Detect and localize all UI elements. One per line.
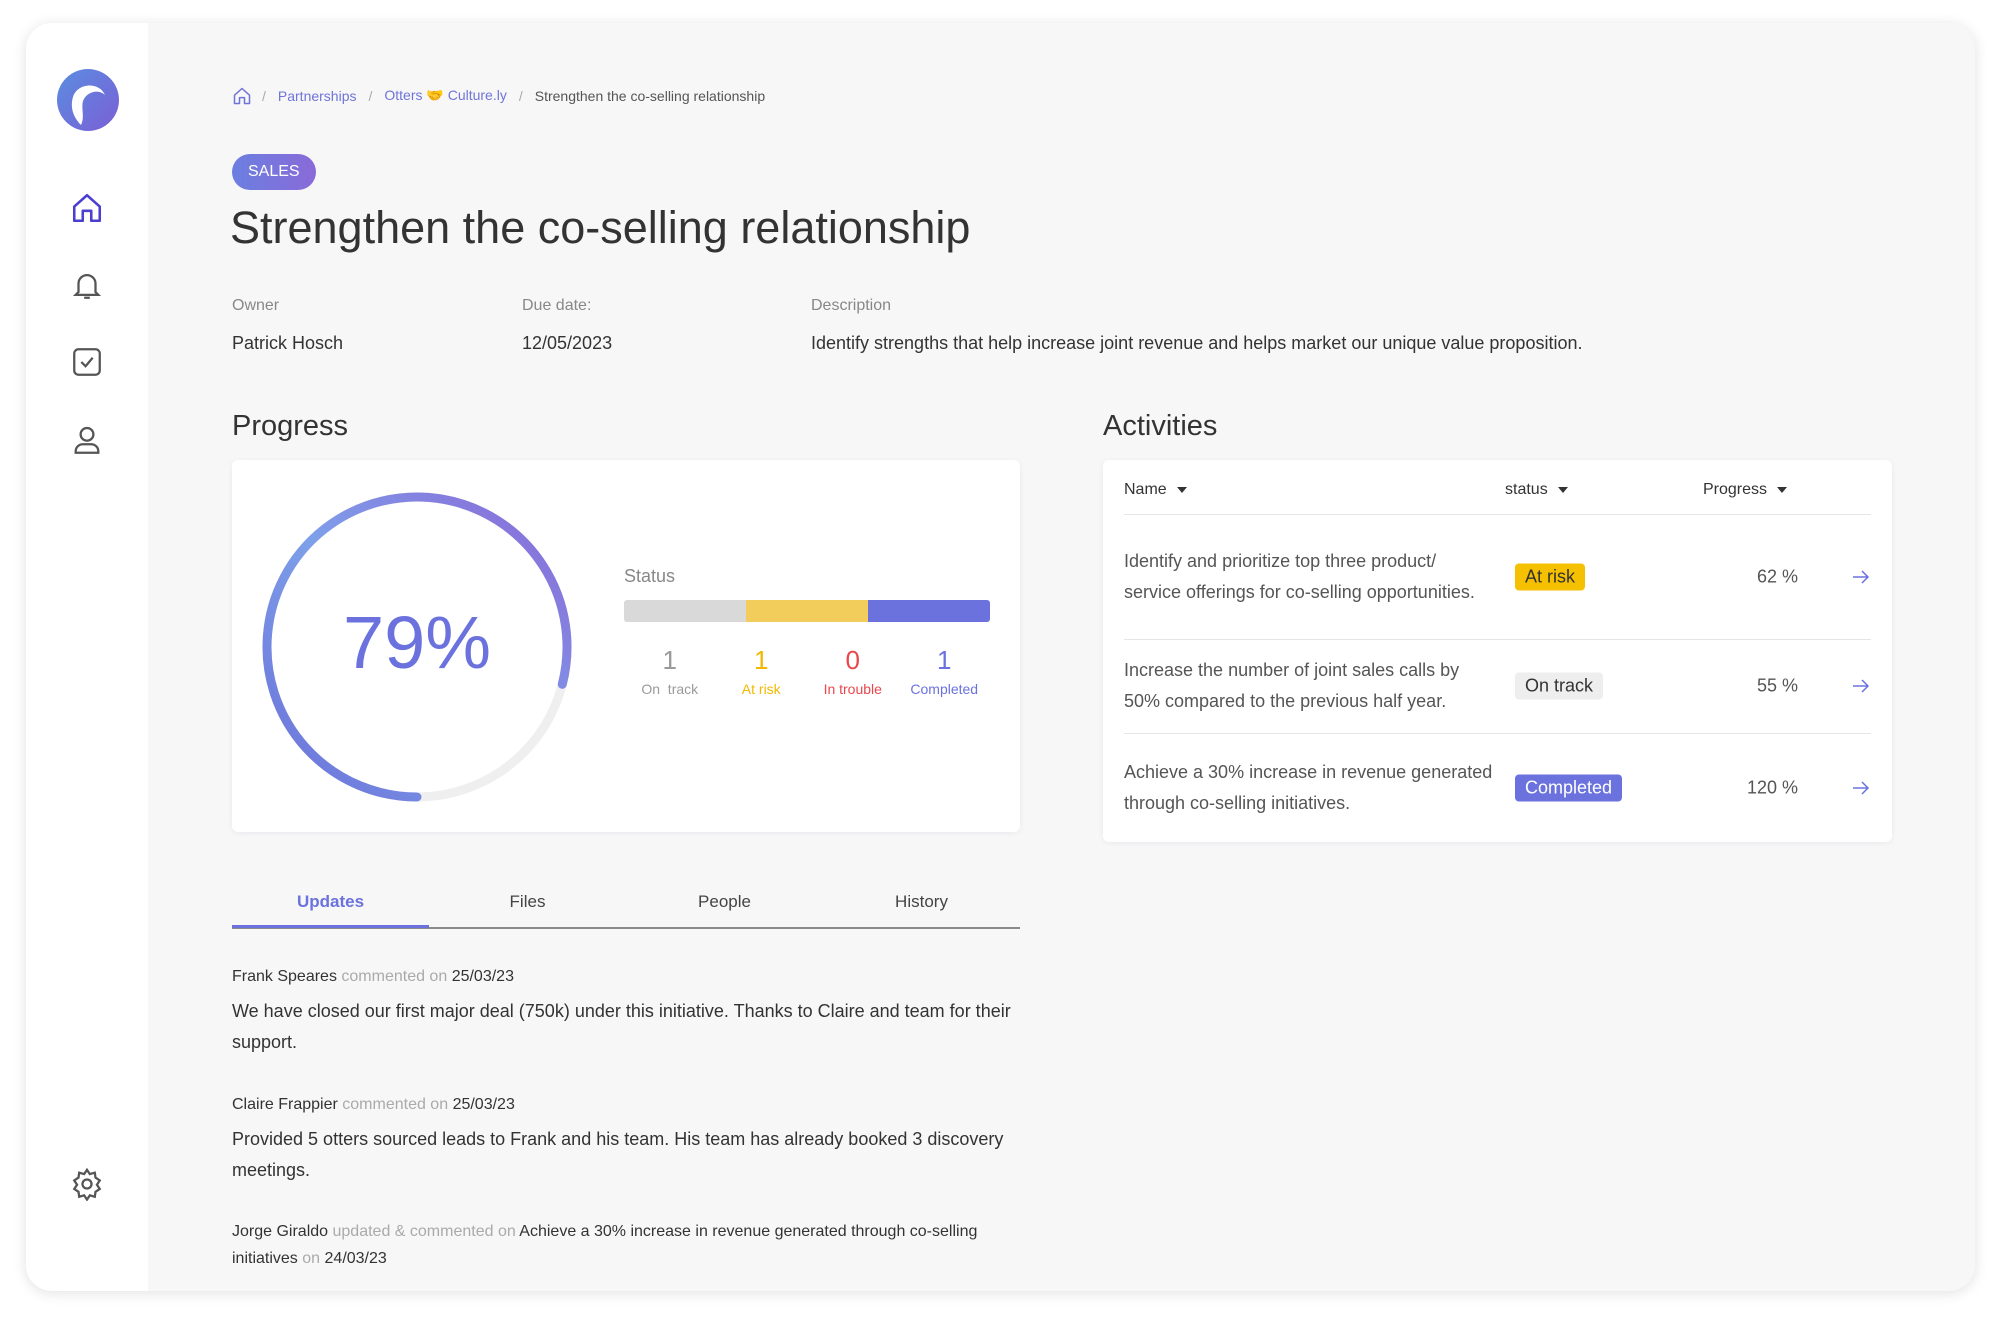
update-author[interactable]: Jorge Giraldo (232, 1223, 329, 1240)
arrow-shape (1853, 780, 1870, 795)
activity-name: Achieve a 30% increase in revenue genera… (1124, 761, 1493, 813)
update-date: 25/03/23 (451, 968, 514, 985)
status-name: Completed (910, 681, 979, 697)
logo[interactable] (55, 67, 121, 133)
open-activity-arrow[interactable] (1852, 569, 1870, 585)
open-activity-arrow[interactable] (1852, 780, 1870, 796)
breadcrumb-home[interactable] (232, 86, 252, 106)
status-bar (624, 600, 990, 622)
breadcrumb-item[interactable]: Partnerships (277, 87, 357, 104)
sort-caret[interactable] (1176, 487, 1187, 493)
progress-arc (262, 492, 572, 802)
progress-percent: 79% (342, 601, 492, 684)
update-text: Provided 5 otters sourced leads to Frank… (232, 1129, 1004, 1180)
status-segment (624, 600, 746, 622)
update-meta: Jorge Giraldo updated & commented on Ach… (232, 1218, 1022, 1272)
page-title: Strengthen the co-selling relationship (230, 202, 971, 253)
status-count: 1 (937, 645, 952, 675)
tab-indicator (232, 925, 429, 928)
breadcrumb-separator: / (368, 87, 373, 104)
column-header-label: status (1505, 481, 1548, 498)
caret-shape (1176, 487, 1187, 493)
breadcrumb-item: Strengthen the co-selling relationship (534, 87, 766, 104)
arrow-shape (1853, 569, 1870, 584)
update-date: 25/03/23 (452, 1096, 515, 1113)
update-date: 24/03/23 (324, 1250, 387, 1267)
field-value: Identify strengths that help increase jo… (811, 333, 1583, 353)
breadcrumb-separator: / (262, 87, 266, 104)
status-count: 1 (754, 645, 769, 675)
progress-card (232, 460, 1020, 832)
status-title: Status (624, 566, 676, 586)
activity-progress: 62 % (1756, 566, 1798, 586)
activity-progress: 120 % (1746, 777, 1798, 797)
breadcrumb-separator: / (518, 87, 523, 104)
row-divider (1124, 733, 1871, 734)
home-nav-icon[interactable] (70, 191, 104, 225)
status-badge: At risk (1515, 563, 1586, 590)
update-target[interactable]: Achieve a 30% increase in revenue genera… (232, 1223, 978, 1267)
status-name: In trouble (823, 681, 882, 697)
sort-caret[interactable] (1557, 487, 1568, 493)
tag-pill: SALES (232, 154, 316, 190)
breadcrumb-item[interactable]: Otters 🤝 Culture.ly (384, 87, 507, 103)
open-activity-arrow[interactable] (1852, 678, 1870, 694)
row-divider (1124, 639, 1871, 640)
update-meta: Frank Speares commented on 25/03/23 (232, 963, 1022, 990)
tab[interactable]: Files (509, 892, 546, 911)
tab-active[interactable]: Updates (296, 892, 365, 911)
activity-name: Identify and prioritize top three produc… (1124, 550, 1475, 602)
column-header-label: Name (1124, 481, 1167, 498)
progress-ring (262, 492, 572, 802)
update-author[interactable]: Claire Frappier (232, 1096, 338, 1113)
tab[interactable]: People (698, 892, 751, 911)
arrow-shape (1853, 679, 1870, 693)
field-label: Description (811, 297, 892, 314)
tab[interactable]: History (895, 892, 948, 911)
update-text: We have closed our first major deal (750… (232, 1001, 1011, 1052)
activity-name: Increase the number of joint sales calls… (1124, 660, 1460, 711)
field-value: Patrick Hosch (232, 333, 344, 353)
update-action: updated & commented on (332, 1223, 516, 1240)
update-on: on (302, 1250, 321, 1267)
update-meta: Claire Frappier commented on 25/03/23 (232, 1091, 1022, 1118)
update-action: commented on (342, 1096, 449, 1113)
status-segment (746, 600, 868, 622)
column-header-label: Progress (1703, 481, 1768, 498)
field-value: 12/05/2023 (522, 333, 613, 353)
activity-progress: 55 % (1756, 675, 1798, 696)
tasks-nav-icon[interactable] (70, 345, 104, 379)
field-label: Owner (232, 297, 280, 314)
caret-shape (1777, 487, 1788, 493)
update-action: commented on (341, 968, 448, 985)
status-count: 0 (845, 645, 860, 675)
breadcrumb: / Partnerships / Otters 🤝 Culture.ly / Streng… (262, 87, 765, 104)
notifications-nav-icon[interactable] (70, 268, 104, 302)
section-title: Progress (232, 410, 349, 442)
status-name: On track (641, 681, 699, 697)
status-badge: On track (1515, 672, 1604, 700)
update-author[interactable]: Frank Speares (232, 968, 337, 985)
status-count: 1 (662, 645, 677, 675)
settings-nav-icon[interactable] (70, 1167, 104, 1201)
column-header[interactable]: Progress (1703, 481, 1788, 499)
column-header[interactable]: status (1505, 481, 1568, 499)
section-title: Activities (1103, 410, 1218, 442)
caret-shape (1557, 487, 1568, 493)
status-badge: Completed (1515, 774, 1623, 801)
sort-caret[interactable] (1777, 487, 1788, 493)
tabs-divider (232, 927, 1020, 929)
field-label: Due date: (522, 297, 592, 314)
activities-card (1103, 460, 1892, 842)
row-divider (1124, 514, 1871, 515)
status-name: At risk (741, 681, 781, 697)
sidebar (26, 23, 148, 1291)
status-segment (868, 600, 990, 622)
profile-nav-icon[interactable] (70, 423, 104, 457)
column-header[interactable]: Name (1124, 481, 1187, 499)
